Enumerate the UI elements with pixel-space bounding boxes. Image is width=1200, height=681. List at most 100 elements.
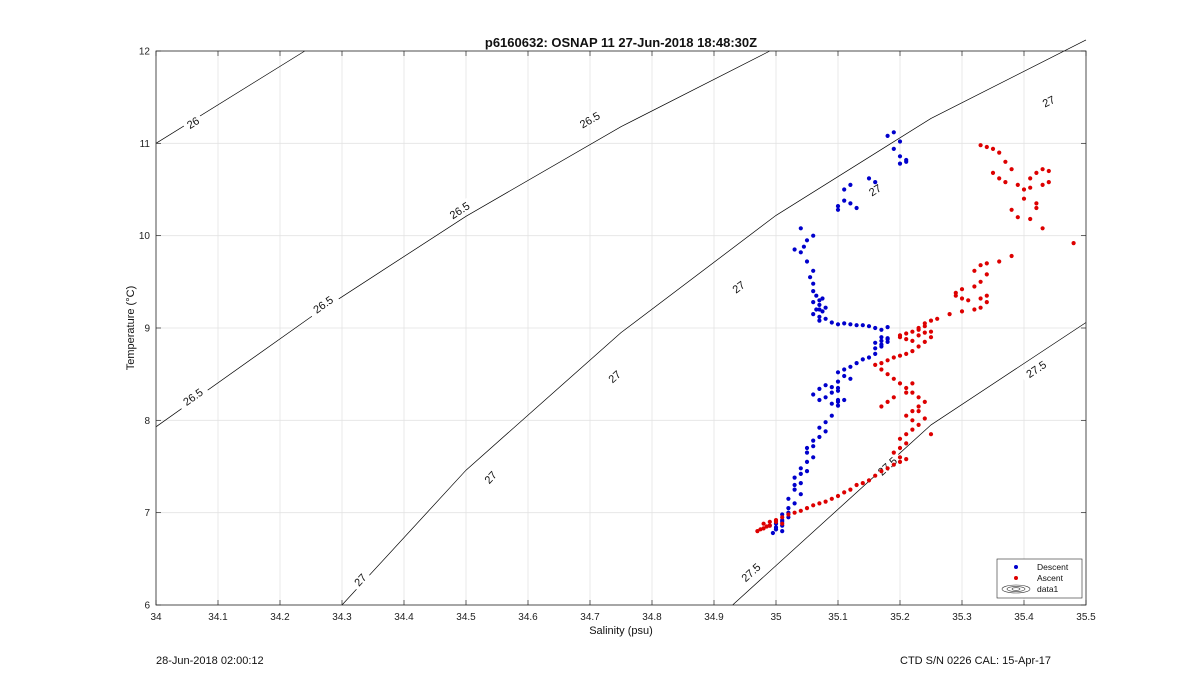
ascent-point [984,144,989,150]
ascent-point [1046,168,1051,174]
descent-point [860,357,865,362]
descent-point [811,455,816,460]
ascent-point [997,259,1002,264]
descent-point [820,296,825,301]
legend-marker-ascent [1014,576,1018,580]
descent-point [811,300,816,305]
ascent-point [1009,253,1014,259]
descent-point [792,475,797,480]
descent-point [829,413,834,418]
ascent-series [755,143,1076,534]
descent-point [820,309,825,314]
ascent-point [842,490,847,495]
ascent-point [811,503,816,508]
ascent-point [1034,205,1039,211]
descent-point [808,275,813,280]
ascent-point [922,416,927,421]
contour-line [155,50,770,428]
ascent-point [916,422,921,427]
descent-point [823,395,828,400]
ascent-point [910,349,915,354]
descent-point [811,392,816,397]
descent-point [835,388,841,393]
ascent-point [978,143,983,148]
ascent-point [904,457,909,462]
ascent-point [910,418,915,423]
ascent-point [835,493,841,499]
descent-point [798,492,803,497]
ascent-point [922,324,927,329]
descent-point [823,305,828,310]
descent-point [873,180,878,185]
contour-label-bg [871,450,903,481]
descent-point [811,289,816,294]
y-tick-label: 9 [144,324,150,335]
ascent-point [755,529,760,534]
legend-contour-icon [1001,584,1031,594]
ascent-point [897,353,903,358]
ascent-point [1003,180,1008,185]
descent-point [814,293,819,298]
x-tick-label: 34.3 [332,612,352,623]
descent-point [811,438,816,443]
descent-point [792,487,797,492]
contour-label-bg [1037,91,1060,111]
ascent-point [910,409,915,414]
x-tick-label: 35.2 [890,612,910,623]
descent-point [835,207,841,212]
descent-point [814,307,819,312]
ascent-point [984,261,989,266]
ascent-point [972,268,977,273]
descent-point [829,385,834,390]
x-tick-label: 34.4 [394,612,414,623]
ascent-point [904,413,909,418]
descent-point [798,471,803,476]
descent-point [804,459,810,464]
descent-point [823,429,828,434]
x-tick-label: 35.3 [952,612,972,623]
descent-point [798,250,803,255]
ascent-point [1040,167,1045,172]
ascent-point [910,381,915,386]
ascent-point [780,521,785,526]
descent-point [817,302,822,307]
descent-point [804,259,810,264]
legend-marker-descent [1014,565,1018,569]
ascent-point [904,390,909,395]
ascent-point [891,395,896,400]
ascent-point [773,519,779,525]
descent-point [891,130,896,135]
descent-point [804,450,810,455]
descent-point [829,320,834,325]
y-tick-label: 12 [139,47,151,58]
contour-label-bg [181,112,204,133]
ascent-point [1021,196,1027,201]
ascent-point [910,427,915,432]
y-tick-label: 7 [144,508,150,519]
descent-point [885,133,890,138]
ascent-point [935,316,940,321]
descent-point [773,527,779,532]
descent-point [842,367,847,372]
ascent-point [904,385,909,391]
ascent-point [904,331,909,336]
descent-point [866,176,872,181]
descent-point [897,139,903,144]
ascent-point [1009,207,1014,212]
descent-point [835,322,841,327]
descent-point [848,201,853,206]
legend-label-ascent: Ascent [1037,573,1064,583]
ascent-point [953,293,958,298]
ascent-point [897,436,903,441]
descent-point [891,146,896,151]
ascent-point [879,367,884,372]
ascent-point [947,312,952,317]
ascent-point [904,432,909,437]
descent-point [885,339,890,344]
descent-point [823,383,828,388]
ascent-point [873,362,878,367]
footer-timestamp: 28-Jun-2018 02:00:12 [156,655,264,667]
ascent-point [990,170,996,175]
descent-point [879,335,884,340]
descent-point [798,226,803,231]
